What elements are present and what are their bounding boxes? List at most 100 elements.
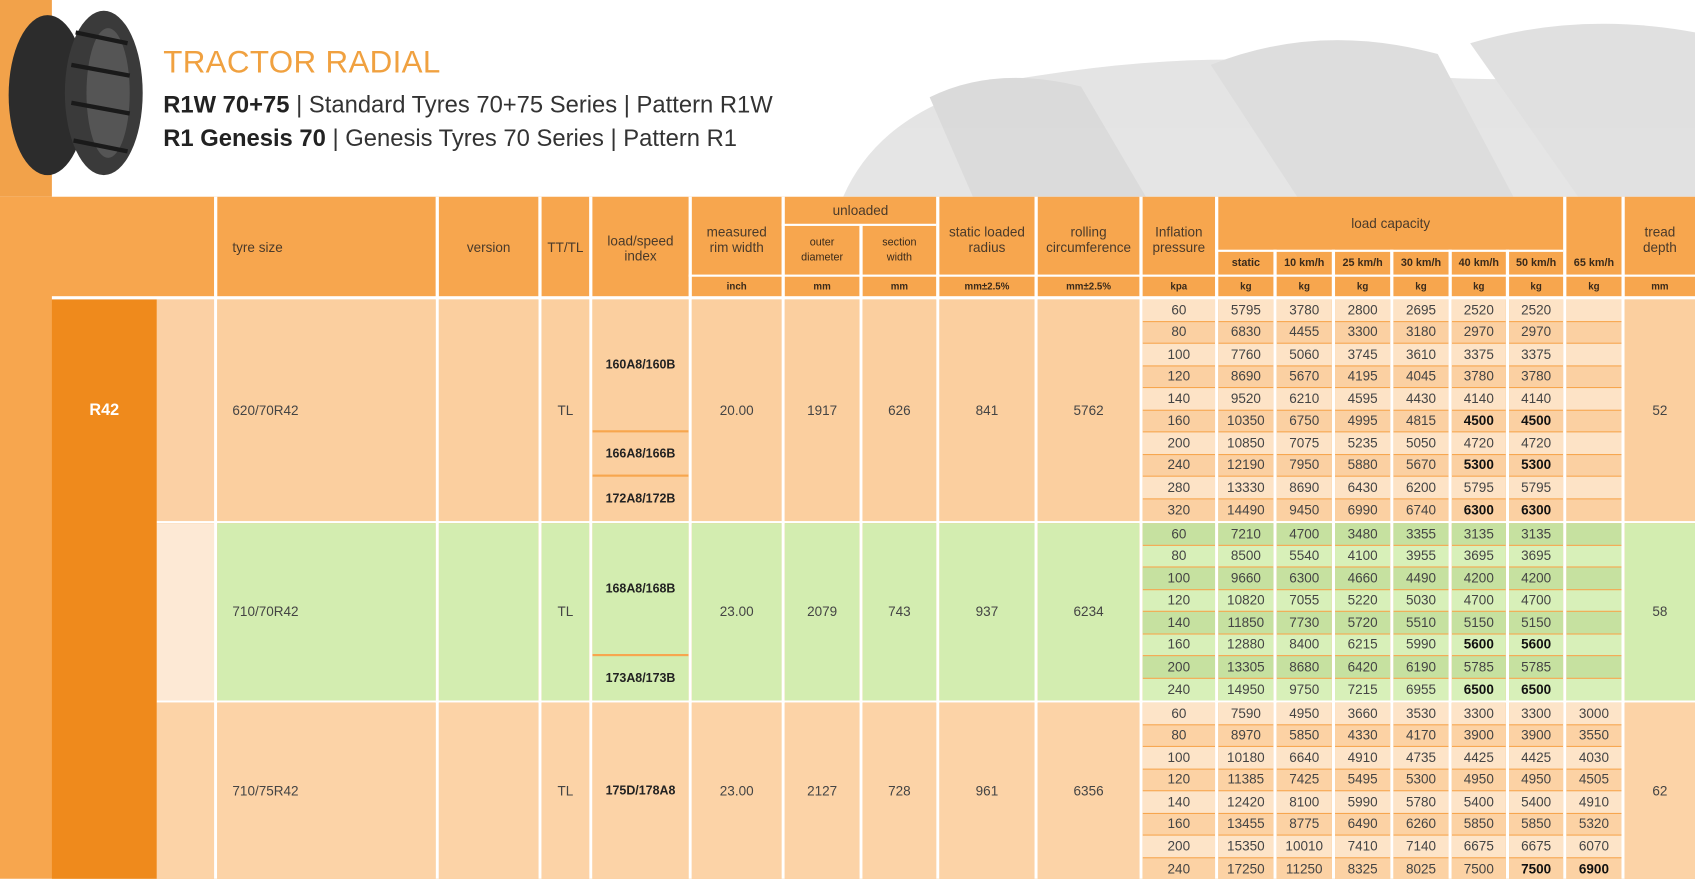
load-value: 6675 xyxy=(1509,835,1564,857)
pressure: 200 xyxy=(1142,835,1216,857)
load-value xyxy=(1566,611,1622,633)
load-value: 15350 xyxy=(1218,835,1274,857)
load-value: 6215 xyxy=(1335,634,1391,656)
load-value: 7950 xyxy=(1276,454,1332,476)
load-value: 5400 xyxy=(1451,791,1506,813)
pressure: 140 xyxy=(1142,611,1216,633)
load-value xyxy=(1566,589,1622,611)
pressure: 240 xyxy=(1142,678,1216,701)
load-value: 9520 xyxy=(1218,388,1274,410)
unit-label: kg xyxy=(1415,281,1427,292)
load-value: 4500 xyxy=(1451,410,1506,432)
load-value: 3180 xyxy=(1393,321,1449,343)
load-value: 5400 xyxy=(1509,791,1564,813)
load-value: 4995 xyxy=(1335,410,1391,432)
column-header: measured rim width xyxy=(706,224,767,256)
load-value: 6300 xyxy=(1276,567,1332,589)
load-value: 5510 xyxy=(1393,611,1449,633)
pressure: 140 xyxy=(1142,791,1216,813)
load-value: 5050 xyxy=(1393,432,1449,454)
load-value: 3530 xyxy=(1393,702,1449,724)
pressure: 320 xyxy=(1142,498,1216,522)
pressure: 280 xyxy=(1142,476,1216,498)
load-value xyxy=(1566,299,1622,321)
grid-line xyxy=(589,196,593,879)
grid-line xyxy=(156,521,1695,524)
load-value: 8100 xyxy=(1276,791,1332,813)
load-value: 4170 xyxy=(1393,724,1449,746)
load-value: 10010 xyxy=(1276,835,1332,857)
load-value: 5150 xyxy=(1451,611,1506,633)
unit-label: kg xyxy=(1473,281,1485,292)
speed-header: 25 km/h xyxy=(1342,256,1383,269)
load-value: 4140 xyxy=(1451,388,1506,410)
loaded-radius: 937 xyxy=(939,523,1035,701)
load-value: 4700 xyxy=(1276,523,1332,545)
load-value: 6430 xyxy=(1335,476,1391,498)
tt-tl: TL xyxy=(541,299,590,522)
load-value: 3955 xyxy=(1393,545,1449,567)
pressure: 200 xyxy=(1142,656,1216,678)
load-value: 4815 xyxy=(1393,410,1449,432)
load-value: 2970 xyxy=(1509,321,1564,343)
load-value: 7730 xyxy=(1276,611,1332,633)
load-value: 5300 xyxy=(1451,454,1506,476)
load-value: 2970 xyxy=(1451,321,1506,343)
grid-line xyxy=(1563,196,1567,879)
header-art xyxy=(8,10,1695,197)
load-value: 4720 xyxy=(1451,432,1506,454)
grid-line xyxy=(688,274,1695,277)
grid-line xyxy=(688,196,692,879)
load-value: 5600 xyxy=(1509,634,1564,656)
grid-line xyxy=(51,296,1695,300)
version xyxy=(438,523,539,701)
load-value: 8970 xyxy=(1218,724,1274,746)
grid-line xyxy=(1448,249,1452,879)
load-value: 3780 xyxy=(1276,299,1332,321)
load-value: 5540 xyxy=(1276,545,1332,567)
rim-width: 23.00 xyxy=(691,523,782,701)
load-value: 6300 xyxy=(1451,498,1506,522)
load-value: 4200 xyxy=(1451,567,1506,589)
speed-header: static xyxy=(1231,256,1260,269)
load-index: 175D/178A8 xyxy=(592,702,689,879)
unit-label: mm±2.5% xyxy=(964,281,1010,292)
load-value: 5990 xyxy=(1393,634,1449,656)
load-value: 6740 xyxy=(1393,498,1449,522)
series-name: R1 Genesis 70 xyxy=(163,124,326,152)
load-value: 4950 xyxy=(1276,702,1332,724)
load-value: 5850 xyxy=(1451,813,1506,835)
load-value: 4950 xyxy=(1451,769,1506,791)
load-value: 8500 xyxy=(1218,545,1274,567)
tyre-size: 710/75R42 xyxy=(217,702,436,879)
column-header: load capacity xyxy=(1351,215,1431,231)
load-value: 14950 xyxy=(1218,678,1274,701)
grid-line xyxy=(859,224,863,879)
load-value: 7590 xyxy=(1218,702,1274,724)
pressure: 120 xyxy=(1142,589,1216,611)
pressure: 120 xyxy=(1142,769,1216,791)
grid-line xyxy=(1215,249,1564,252)
load-value: 6990 xyxy=(1335,498,1391,522)
outer-diameter: 2079 xyxy=(784,523,860,701)
loaded-radius: 841 xyxy=(939,299,1035,522)
rolling-circumference: 5762 xyxy=(1037,299,1140,522)
load-value: 5990 xyxy=(1335,791,1391,813)
load-value: 4455 xyxy=(1276,321,1332,343)
load-value: 3480 xyxy=(1335,523,1391,545)
outer-diameter: 1917 xyxy=(784,299,860,522)
pressure: 80 xyxy=(1142,724,1216,746)
load-value: 5795 xyxy=(1509,476,1564,498)
load-value: 3900 xyxy=(1451,724,1506,746)
grid-line xyxy=(781,196,785,879)
load-value: 5495 xyxy=(1335,769,1391,791)
load-value: 3695 xyxy=(1451,545,1506,567)
load-value: 4910 xyxy=(1335,746,1391,769)
load-value: 3300 xyxy=(1509,702,1564,724)
load-value: 5030 xyxy=(1393,589,1449,611)
load-index: 172A8/172B xyxy=(592,476,689,522)
load-value: 5600 xyxy=(1451,634,1506,656)
subtitle-line: R1W 70+75 | Standard Tyres 70+75 Series … xyxy=(163,91,772,119)
grid-line xyxy=(1215,196,1219,879)
load-value: 8690 xyxy=(1218,365,1274,387)
